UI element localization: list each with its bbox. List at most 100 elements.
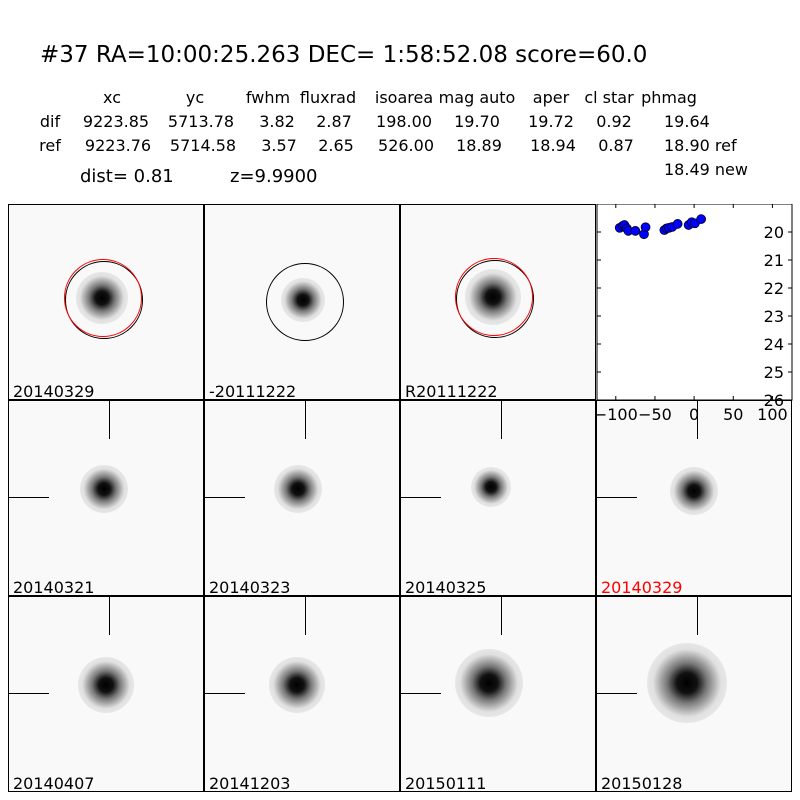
phmag-new: 18.49 new [664,160,748,179]
image-stamp: 20150111 [400,596,596,792]
crosshair-tick [109,597,110,635]
crosshair-tick [205,693,245,694]
image-stamp: R20111222 [400,204,596,400]
row-label: dif [39,112,61,131]
table-cell: 0.92 [596,112,632,131]
stamp-date-label: -20111222 [209,382,297,400]
column-header: isoarea [374,88,434,107]
table-cell: 198.00 [376,112,432,131]
y-tick-label: 21 [764,251,784,270]
table-cell: 18.90 ref [664,136,737,155]
x-tick-label: −50 [638,405,672,424]
table-cell: 18.94 [530,136,576,155]
column-header: xc [103,88,121,107]
stamp-date-label: 20140321 [13,578,95,596]
image-stamp: 20150128 [596,596,792,792]
image-stamp: 20140407 [8,596,204,792]
column-header: aper [532,88,570,107]
y-tick-label: 22 [764,279,784,298]
aperture-circle [266,263,344,341]
image-stamp: 20140323 [204,400,400,596]
crosshair-tick [305,597,306,635]
stamp-date-label: 20140329 [601,578,683,596]
stamp-date-label: 20150111 [405,774,487,792]
crosshair-tick [597,693,637,694]
crosshair-tick [109,401,110,439]
table-cell: 9223.76 [84,136,152,155]
x-tick-label: 0 [689,405,699,424]
data-point [640,222,651,233]
stamp-date-label: 20141203 [209,774,291,792]
y-tick-label: 25 [764,363,784,382]
data-point [630,226,641,236]
crosshair-tick [501,597,502,635]
star-source [80,465,128,513]
crosshair-tick [9,497,49,498]
column-header: mag auto [438,88,516,107]
crosshair-tick [401,497,441,498]
image-stamp: -20111222 [204,204,400,400]
y-tick-label: 20 [764,223,784,242]
table-cell: 19.70 [454,112,500,131]
stamp-date-label: 20150128 [601,774,683,792]
z-label: z=9.9900 [230,166,318,187]
table-cell: 19.64 [664,112,710,131]
ref-circle [64,259,142,337]
crosshair-tick [205,497,245,498]
crosshair-tick [697,597,698,635]
table-cell: 0.87 [598,136,634,155]
star-source [670,467,718,515]
star-source [471,467,511,507]
column-header: fwhm [245,88,291,107]
table-cell: 5713.78 [167,112,235,131]
magnitude-scatter-plot: −100 −50 0 50 100 20 21 22 23 24 25 26 [594,204,793,424]
dist-label: dist= 0.81 [80,166,174,187]
stamp-date-label: 20140323 [209,578,291,596]
column-header: phmag [641,88,697,107]
y-tick-label: 26 [764,391,784,410]
star-source [269,657,325,713]
data-point [672,219,683,229]
x-tick-label: 100 [757,405,788,424]
image-stamp: 20140329 [596,400,792,596]
stamp-date-label: 20140407 [13,774,95,792]
plot-frame [596,204,793,401]
crosshair-tick [697,401,698,439]
table-cell: 18.89 [456,136,502,155]
table-cell: 2.87 [316,112,352,131]
ref-circle [455,258,533,336]
y-tick-label: 23 [764,307,784,326]
column-header: fluxrad [299,88,357,107]
y-tick-label: 24 [764,335,784,354]
crosshair-tick [305,401,306,439]
image-stamp: 20140325 [400,400,596,596]
star-source [274,465,322,513]
table-cell: 2.65 [318,136,354,155]
data-point [696,214,707,224]
stamp-date-label: 20140325 [405,578,487,596]
table-cell: 9223.85 [82,112,150,131]
x-tick-label: 50 [723,405,743,424]
table-cell: 5714.58 [169,136,237,155]
crosshair-tick [501,401,502,439]
image-stamp: 20140329 [8,204,204,400]
row-label: ref [39,136,61,155]
figure-title: #37 RA=10:00:25.263 DEC= 1:58:52.08 scor… [40,42,648,68]
crosshair-tick [597,497,637,498]
table-cell: 19.72 [528,112,574,131]
x-tick-label: −100 [594,405,638,424]
crosshair-tick [9,693,49,694]
column-header: cl star [584,88,634,107]
crosshair-tick [401,693,441,694]
column-header: yc [185,88,205,107]
star-source [455,649,523,717]
table-cell: 3.57 [261,136,297,155]
table-cell: 3.82 [259,112,295,131]
star-source [78,657,134,713]
star-source [647,643,727,723]
stamp-date-label: 20140329 [13,382,95,400]
image-stamp: 20140321 [8,400,204,596]
stamp-date-label: R20111222 [405,382,498,400]
image-stamp: 20141203 [204,596,400,792]
table-cell: 526.00 [378,136,434,155]
